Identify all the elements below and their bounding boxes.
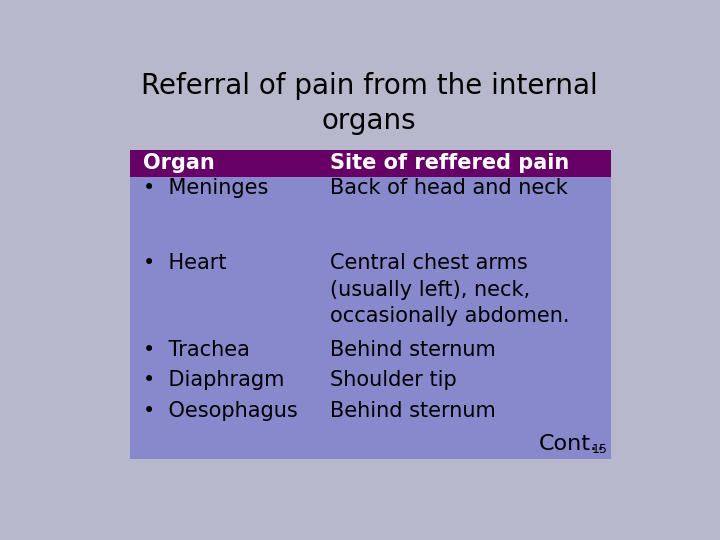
Text: •  Heart: • Heart	[143, 253, 226, 273]
Text: •  Diaphragm: • Diaphragm	[143, 370, 284, 390]
Text: Organ: Organ	[143, 153, 215, 173]
Text: Central chest arms
(usually left), neck,
occasionally abdomen.: Central chest arms (usually left), neck,…	[330, 253, 570, 326]
Text: Behind sternum: Behind sternum	[330, 401, 495, 421]
FancyBboxPatch shape	[130, 150, 611, 459]
Text: 15: 15	[592, 443, 608, 456]
Text: Site of reffered pain: Site of reffered pain	[330, 153, 569, 173]
Text: •  Meninges: • Meninges	[143, 178, 268, 198]
Text: Shoulder tip: Shoulder tip	[330, 370, 456, 390]
Text: •  Trachea: • Trachea	[143, 340, 250, 360]
Text: Referral of pain from the internal
organs: Referral of pain from the internal organ…	[140, 72, 598, 135]
FancyBboxPatch shape	[130, 150, 611, 177]
Text: Cont..: Cont..	[539, 434, 605, 455]
Text: Behind sternum: Behind sternum	[330, 340, 495, 360]
Text: •  Oesophagus: • Oesophagus	[143, 401, 297, 421]
Text: Back of head and neck: Back of head and neck	[330, 178, 567, 198]
